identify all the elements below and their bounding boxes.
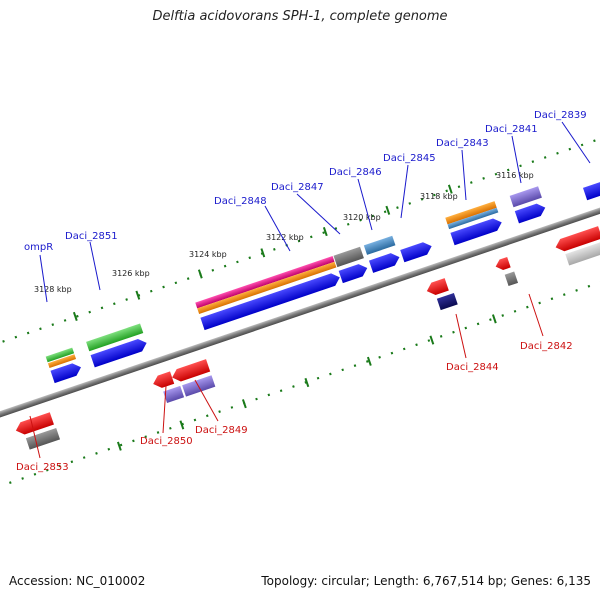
leader-line-daci-2839 <box>561 121 591 164</box>
forward-ruler <box>0 137 600 356</box>
ompR-cds-arrow[interactable] <box>50 361 83 384</box>
daci-2848-cds-arrow[interactable] <box>200 271 341 331</box>
leader-line-ompR <box>39 254 48 303</box>
reverse-tick-3126 <box>179 420 185 430</box>
daci-2839-cds-arrow[interactable] <box>582 177 600 201</box>
gene-label-daci-2841[interactable]: Daci_2841 <box>485 124 538 135</box>
gene-label-daci-2843[interactable]: Daci_2843 <box>436 138 489 149</box>
major-tick-3116 <box>447 184 453 194</box>
daci-2841-gene-bar[interactable] <box>509 186 542 208</box>
leader-line-daci-2845 <box>400 164 409 219</box>
leader-line-daci-2853 <box>29 415 41 459</box>
reverse-features <box>14 226 600 450</box>
daci-2843-gene-bar[interactable] <box>447 207 499 230</box>
daci-2847-gene-bar[interactable] <box>333 246 364 268</box>
tick-label-3116: 3116 kbp <box>496 171 534 180</box>
major-tick-3124 <box>197 269 203 279</box>
leader-line-daci-2844 <box>455 313 467 359</box>
gene-label-daci-2847[interactable]: Daci_2847 <box>271 182 324 193</box>
reverse-tick-3122 <box>304 377 310 388</box>
gene-label-daci-2842[interactable]: Daci_2842 <box>520 341 573 352</box>
forward-gene-labels: ompR Daci_2851 Daci_2848 Daci_2847 Daci_… <box>24 110 591 303</box>
major-tick-3126 <box>135 290 141 300</box>
leader-line-daci-2850 <box>162 385 167 434</box>
daci-2844-gene-bar[interactable] <box>436 292 458 311</box>
gene-label-ompR[interactable]: ompR <box>24 242 53 253</box>
major-tick-3120 <box>322 226 328 237</box>
reverse-gene-labels: Daci_2853 Daci_2850 Daci_2849 Daci_2844 … <box>16 293 573 473</box>
daci-2842-cds-arrow[interactable] <box>494 256 511 272</box>
gene-label-daci-2849[interactable]: Daci_2849 <box>195 425 248 436</box>
ompR-rna-bar[interactable] <box>47 354 77 368</box>
forward-features <box>45 177 600 384</box>
accession-text: Accession: NC_010002 <box>9 574 146 588</box>
genome-track <box>0 137 600 485</box>
tick-label-3124: 3124 kbp <box>189 250 227 259</box>
daci-2848-gene-bar[interactable] <box>195 256 335 309</box>
daci-2851-cds-arrow[interactable] <box>90 337 149 368</box>
major-tick-3128 <box>72 311 78 322</box>
reverse-tick-3124 <box>241 399 247 409</box>
daci-2842-gene-bar[interactable] <box>504 271 519 287</box>
daci-2847-cds-arrow[interactable] <box>338 262 370 284</box>
gene-label-daci-2845[interactable]: Daci_2845 <box>383 153 436 164</box>
daci-2841-cds-arrow[interactable] <box>514 201 548 224</box>
leader-line-daci-2842 <box>528 293 544 337</box>
gene-label-daci-2850[interactable]: Daci_2850 <box>140 436 193 447</box>
daci-2849-cds-arrow[interactable] <box>170 359 211 384</box>
tick-label-3120: 3120 kbp <box>343 213 381 222</box>
reverse-ruler <box>9 266 600 485</box>
topology-text: Topology: circular; Length: 6,767,514 bp… <box>261 574 591 588</box>
leader-line-daci-2849 <box>194 379 219 422</box>
ompR-gene-bar[interactable] <box>45 347 75 363</box>
leader-line-daci-2846 <box>357 178 373 231</box>
daci-2853-cds-arrow[interactable] <box>14 412 54 437</box>
gene-label-daci-2848[interactable]: Daci_2848 <box>214 196 267 207</box>
tick-label-3118: 3118 kbp <box>420 192 458 201</box>
gene-label-daci-2853[interactable]: Daci_2853 <box>16 462 69 473</box>
gene-label-daci-2851[interactable]: Daci_2851 <box>65 231 118 242</box>
reverse-tick-3120 <box>366 356 372 366</box>
daci-2846-cds-arrow[interactable] <box>368 251 402 273</box>
unlabeled-reverse-cds-arrow[interactable] <box>554 226 600 253</box>
daci-2851-gene-bar[interactable] <box>86 323 144 352</box>
major-tick-3118 <box>385 205 391 215</box>
daci-2843-cds-arrow[interactable] <box>450 216 503 246</box>
reverse-tick-3128 <box>116 441 122 451</box>
reverse-tick-3118 <box>429 335 435 345</box>
leader-line-daci-2848 <box>264 205 291 252</box>
reverse-ruler-line <box>9 266 600 485</box>
tick-label-3128: 3128 kbp <box>34 285 72 294</box>
leader-line-daci-2851 <box>89 241 101 291</box>
daci-2845-cds-arrow[interactable] <box>400 240 434 263</box>
daci-2848-rna-bar[interactable] <box>197 261 337 315</box>
leader-line-daci-2841 <box>511 135 522 184</box>
unlabeled-reverse-gene-bar[interactable] <box>565 241 600 266</box>
gene-label-daci-2844[interactable]: Daci_2844 <box>446 362 499 373</box>
daci-2846-gene-bar[interactable] <box>363 235 396 255</box>
map-title: Delftia acidovorans SPH-1, complete geno… <box>152 9 448 24</box>
leader-line-daci-2843 <box>461 149 467 201</box>
daci-2853-gene-bar[interactable] <box>25 428 61 450</box>
daci-2850-gene-bar[interactable] <box>163 385 185 404</box>
tick-labels: 3128 kbp 3126 kbp 3124 kbp 3122 kbp 3120… <box>34 171 534 294</box>
daci-2843-rna-bar[interactable] <box>445 201 497 225</box>
daci-2844-cds-arrow[interactable] <box>425 278 449 297</box>
daci-2850-cds-arrow[interactable] <box>151 371 175 390</box>
gene-label-daci-2846[interactable]: Daci_2846 <box>329 167 382 178</box>
leader-line-daci-2847 <box>296 193 341 235</box>
gene-label-daci-2839[interactable]: Daci_2839 <box>534 110 587 121</box>
major-tick-3122 <box>260 248 266 258</box>
reverse-tick-3116 <box>491 314 497 324</box>
tick-label-3122: 3122 kbp <box>266 233 304 242</box>
tick-label-3126: 3126 kbp <box>112 269 150 278</box>
genome-backbone <box>0 200 600 422</box>
